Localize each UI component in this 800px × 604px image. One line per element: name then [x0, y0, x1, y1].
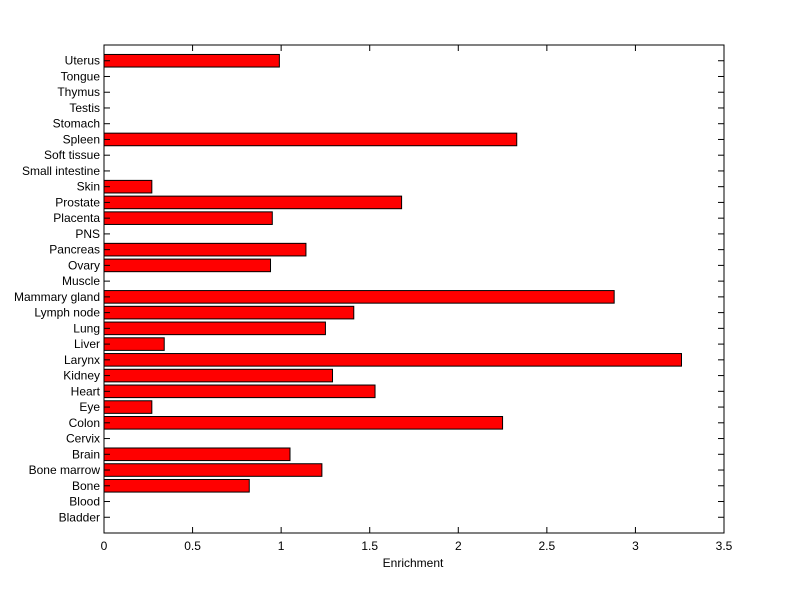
- y-tick-label: Heart: [71, 384, 101, 398]
- y-tick-label: Tongue: [61, 69, 101, 83]
- y-tick-label: Soft tissue: [44, 148, 100, 162]
- y-tick-label: Larynx: [64, 353, 100, 367]
- bar: [103, 195, 403, 210]
- y-tick-label: Bladder: [59, 510, 100, 524]
- x-tick-label: 1.5: [361, 539, 378, 553]
- x-tick-label: 1: [278, 539, 285, 553]
- y-tick-label: Mammary gland: [14, 290, 100, 304]
- bar: [103, 321, 326, 336]
- x-tick-label: 3: [632, 539, 639, 553]
- bar: [103, 463, 323, 477]
- y-tick-label: Ovary: [68, 258, 100, 272]
- bar: [103, 337, 165, 351]
- x-tick-label: 2.5: [539, 539, 556, 553]
- bar: [103, 478, 250, 493]
- bar: [103, 368, 334, 383]
- y-tick-label: Placenta: [53, 211, 100, 225]
- x-tick-labels: 0 0.5 1 1.5 2 2.5 3 3.5: [101, 539, 733, 553]
- bar: [103, 416, 504, 430]
- y-tick-label: Eye: [79, 400, 100, 414]
- y-tick-label: Brain: [72, 447, 100, 461]
- y-tick-label: Testis: [69, 101, 100, 115]
- x-tick-label: 0: [101, 539, 108, 553]
- y-tick-label: Colon: [69, 416, 100, 430]
- bar: [103, 384, 376, 399]
- bar: [103, 290, 615, 304]
- y-tick-label: Muscle: [62, 274, 100, 288]
- y-tick-label: Liver: [74, 337, 100, 351]
- y-tick-label: Small intestine: [22, 164, 100, 178]
- y-tick-label: Prostate: [55, 195, 100, 209]
- y-tick-label: Bone: [72, 479, 100, 493]
- bar: [103, 258, 272, 273]
- y-tick-label: Stomach: [53, 117, 100, 131]
- y-tick-label: Lymph node: [34, 306, 100, 320]
- y-tick-label: Bone marrow: [29, 463, 101, 477]
- x-tick-label: 0.5: [184, 539, 201, 553]
- y-tick-label: Uterus: [65, 54, 100, 68]
- y-tick-label: Kidney: [63, 369, 100, 383]
- bar: [103, 353, 682, 367]
- x-tick-label: 3.5: [716, 539, 733, 553]
- bar: [103, 53, 280, 68]
- y-tick-label: Blood: [69, 495, 100, 509]
- bar: [103, 305, 355, 320]
- y-tick-label: Skin: [77, 180, 100, 194]
- y-tick-label: Lung: [73, 321, 100, 335]
- y-tick-label: Thymus: [57, 85, 100, 99]
- y-tick-label: PNS: [75, 227, 100, 241]
- bar: [103, 211, 273, 225]
- bar: [103, 447, 291, 462]
- x-tick-label: 2: [455, 539, 462, 553]
- plot-area-frame: [103, 44, 725, 534]
- bar: [103, 132, 518, 147]
- bar: [103, 242, 307, 257]
- bar: [103, 400, 153, 414]
- ticks: [103, 45, 725, 533]
- y-tick-label: Cervix: [66, 432, 100, 446]
- y-tick-label: Spleen: [63, 132, 100, 146]
- y-tick-label: Pancreas: [49, 243, 100, 257]
- x-axis-label: Enrichment: [383, 556, 444, 570]
- bar: [103, 179, 153, 194]
